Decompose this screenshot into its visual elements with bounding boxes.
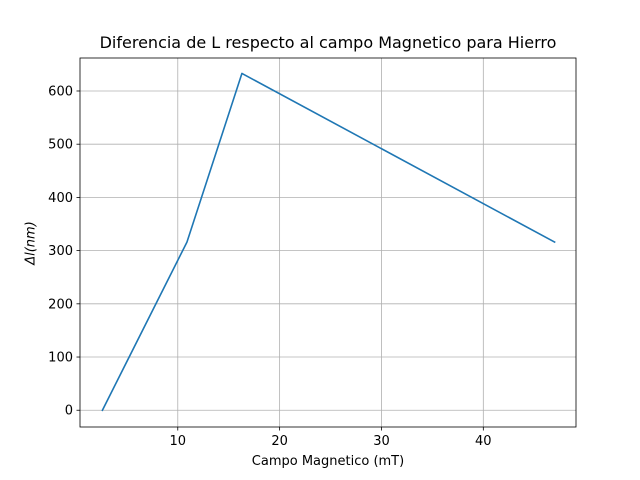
y-tick-label: 200 <box>48 297 73 312</box>
x-axis-label: Campo Magnetico (mT) <box>251 454 405 469</box>
y-axis-label: Δl(nm) <box>23 221 39 265</box>
series-line-0 <box>101 72 556 412</box>
x-tick-label: 20 <box>271 434 288 449</box>
y-tick-label: 300 <box>48 244 73 259</box>
x-tick-label: 40 <box>475 434 492 449</box>
y-tick-label: 400 <box>48 191 73 206</box>
series-layer <box>101 72 556 412</box>
chart-title: Diferencia de L respecto al campo Magnet… <box>99 33 557 52</box>
y-tick-label: 100 <box>48 351 73 366</box>
axes-frame <box>79 57 577 428</box>
x-tick-label: 10 <box>170 434 187 449</box>
grid <box>80 58 576 427</box>
y-tick-label: 500 <box>48 138 73 153</box>
y-tick-label: 600 <box>48 84 73 99</box>
x-tick-label: 30 <box>373 434 390 449</box>
y-tick-label: 0 <box>65 404 73 419</box>
